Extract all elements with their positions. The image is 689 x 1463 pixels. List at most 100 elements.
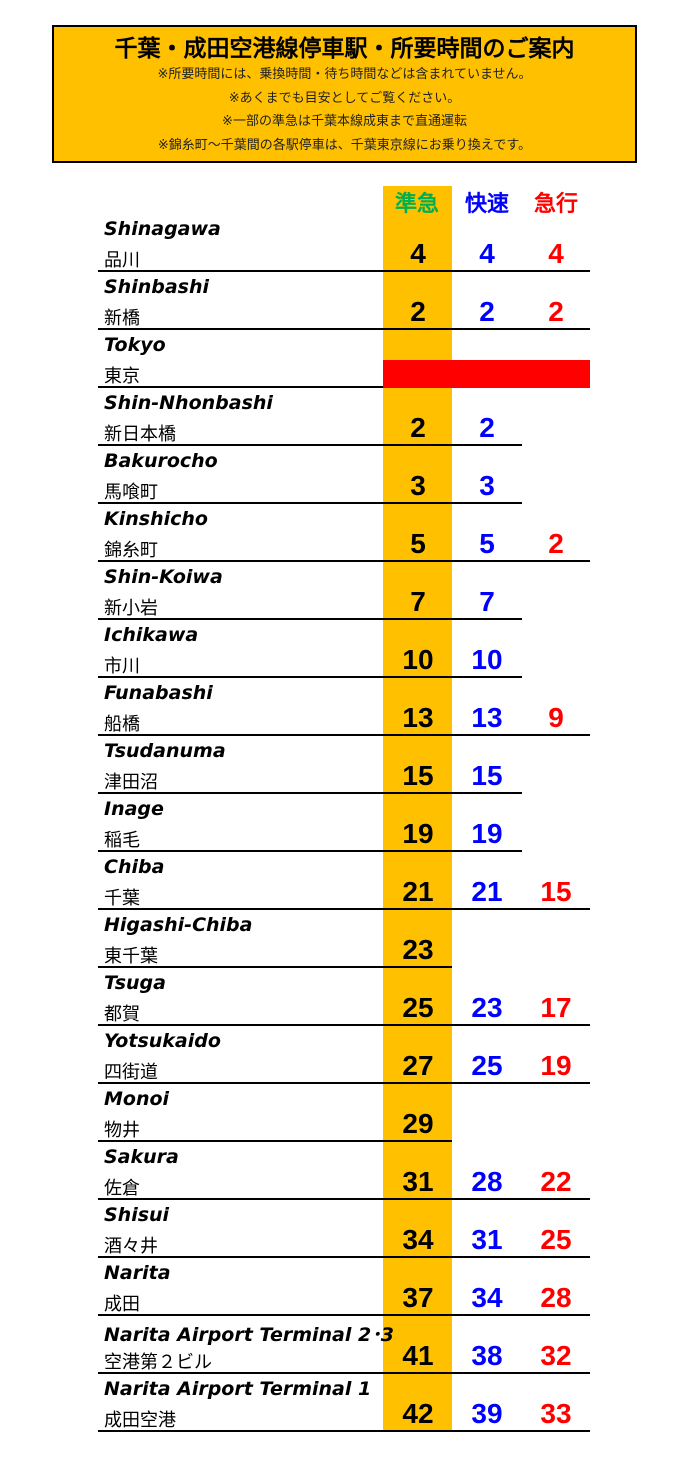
row-divider xyxy=(98,966,452,968)
station-name-en: Inage xyxy=(104,798,164,820)
kaisoku-time: 34 xyxy=(471,1282,503,1313)
column-header-junkyu: 準急 xyxy=(394,192,439,217)
junkyu-time: 21 xyxy=(402,876,434,907)
station-name-en: Shin-Koiwa xyxy=(104,566,223,588)
station-row: Tokyo 東京 xyxy=(98,330,590,388)
junkyu-time: 27 xyxy=(402,1050,434,1081)
row-divider xyxy=(98,908,590,910)
station-name-en: Shin-Nhonbashi xyxy=(104,392,273,414)
station-name-ja: 稲毛 xyxy=(104,830,140,851)
junkyu-time: 29 xyxy=(402,1108,434,1139)
row-divider xyxy=(98,1140,452,1142)
station-name-ja: 津田沼 xyxy=(104,772,158,793)
station-row: Tsuga 都賀 25 23 17 xyxy=(98,968,590,1026)
station-row: Higashi-Chiba 東千葉 23 xyxy=(98,910,590,968)
kyuko-time: 22 xyxy=(540,1166,572,1197)
station-name-en: Tsudanuma xyxy=(104,740,226,762)
page-title: 千葉・成田空港線停車駅・所要時間のご案内 xyxy=(114,36,575,62)
junkyu-time: 31 xyxy=(402,1166,434,1197)
kaisoku-time: 4 xyxy=(479,238,495,269)
station-row: Bakurocho 馬喰町 3 3 xyxy=(98,446,590,504)
station-name-en: Funabashi xyxy=(104,682,213,704)
kaisoku-time: 7 xyxy=(479,586,495,617)
station-name-ja: 空港第２ビル xyxy=(104,1352,212,1373)
station-name-ja: 馬喰町 xyxy=(104,482,158,503)
row-divider xyxy=(98,560,590,562)
station-name-ja: 物井 xyxy=(104,1120,140,1141)
kyuko-time: 32 xyxy=(540,1340,572,1371)
station-name-en: Monoi xyxy=(104,1088,170,1110)
station-name-ja: 東京 xyxy=(104,366,140,387)
station-name-en: Ichikawa xyxy=(104,624,199,646)
station-name-ja: 市川 xyxy=(104,656,140,677)
row-divider xyxy=(98,1024,590,1026)
station-row: Narita Airport Terminal 2･3 空港第２ビル 41 38… xyxy=(98,1316,590,1374)
station-row: Ichikawa 市川 10 10 xyxy=(98,620,590,678)
row-divider xyxy=(98,1082,590,1084)
junkyu-time: 10 xyxy=(402,644,434,675)
junkyu-time: 7 xyxy=(410,586,426,617)
kaisoku-time: 39 xyxy=(471,1398,503,1429)
junkyu-time: 3 xyxy=(410,470,426,501)
row-divider xyxy=(98,676,522,678)
station-name-en: Narita Airport Terminal 1 xyxy=(104,1378,372,1400)
row-divider xyxy=(98,618,522,620)
junkyu-time: 19 xyxy=(402,818,434,849)
station-row: Funabashi 船橋 13 13 9 xyxy=(98,678,590,736)
row-divider xyxy=(98,270,590,272)
station-name-ja: 佐倉 xyxy=(104,1178,140,1199)
station-name-en: Sakura xyxy=(104,1146,179,1168)
junkyu-time: 13 xyxy=(402,702,434,733)
row-divider xyxy=(98,444,522,446)
station-row: Sakura 佐倉 31 28 22 xyxy=(98,1142,590,1200)
kaisoku-time: 2 xyxy=(479,412,495,443)
kyuko-time: 15 xyxy=(540,876,572,907)
kaisoku-time: 19 xyxy=(471,818,503,849)
kaisoku-time: 2 xyxy=(479,296,495,327)
row-divider xyxy=(98,1256,590,1258)
kaisoku-time: 10 xyxy=(471,644,503,675)
station-name-en: Shinagawa xyxy=(104,218,221,240)
kyuko-time: 2 xyxy=(548,528,564,559)
station-name-en: Bakurocho xyxy=(104,450,218,472)
kyuko-time: 17 xyxy=(540,992,572,1023)
kaisoku-time: 28 xyxy=(471,1166,503,1197)
station-name-en: Higashi-Chiba xyxy=(104,914,253,936)
kyuko-time: 4 xyxy=(548,238,564,269)
station-name-ja: 船橋 xyxy=(104,714,140,735)
row-divider xyxy=(98,328,590,330)
row-divider xyxy=(98,1430,590,1432)
station-name-en: Shinbashi xyxy=(104,276,210,298)
station-name-ja: 錦糸町 xyxy=(104,540,158,561)
kyuko-time: 19 xyxy=(540,1050,572,1081)
kaisoku-time: 15 xyxy=(471,760,503,791)
row-divider xyxy=(98,1198,590,1200)
station-name-ja: 新小岩 xyxy=(104,598,158,619)
row-divider xyxy=(98,734,590,736)
station-name-ja: 成田 xyxy=(104,1294,140,1315)
station-name-en: Kinshicho xyxy=(104,508,208,530)
junkyu-time: 41 xyxy=(402,1340,434,1371)
station-name-en: Narita xyxy=(104,1262,171,1284)
kaisoku-time: 3 xyxy=(479,470,495,501)
station-name-ja: 酒々井 xyxy=(104,1236,158,1257)
junkyu-time: 15 xyxy=(402,760,434,791)
junkyu-time: 2 xyxy=(410,296,426,327)
station-row: Shinagawa 品川 4 4 4 xyxy=(98,214,590,272)
row-divider xyxy=(98,850,522,852)
station-name-ja: 東千葉 xyxy=(104,946,158,967)
station-row: Tsudanuma 津田沼 15 15 xyxy=(98,736,590,794)
kyuko-time: 2 xyxy=(548,296,564,327)
junkyu-time: 5 xyxy=(410,528,426,559)
row-divider xyxy=(98,1372,590,1374)
station-row: Kinshicho 錦糸町 5 5 2 xyxy=(98,504,590,562)
note: ※錦糸町～千葉間の各駅停車は、千葉東京線にお乗り換えです。 xyxy=(157,137,532,153)
row-divider xyxy=(98,792,522,794)
station-row: Shin-Koiwa 新小岩 7 7 xyxy=(98,562,590,620)
kaisoku-time: 13 xyxy=(471,702,503,733)
station-row: Shin-Nhonbashi 新日本橋 2 2 xyxy=(98,388,590,446)
station-name-en: Yotsukaido xyxy=(104,1030,221,1052)
station-name-en: Shisui xyxy=(104,1204,170,1226)
junkyu-time: 25 xyxy=(402,992,434,1023)
tokyo-bar xyxy=(383,360,590,388)
